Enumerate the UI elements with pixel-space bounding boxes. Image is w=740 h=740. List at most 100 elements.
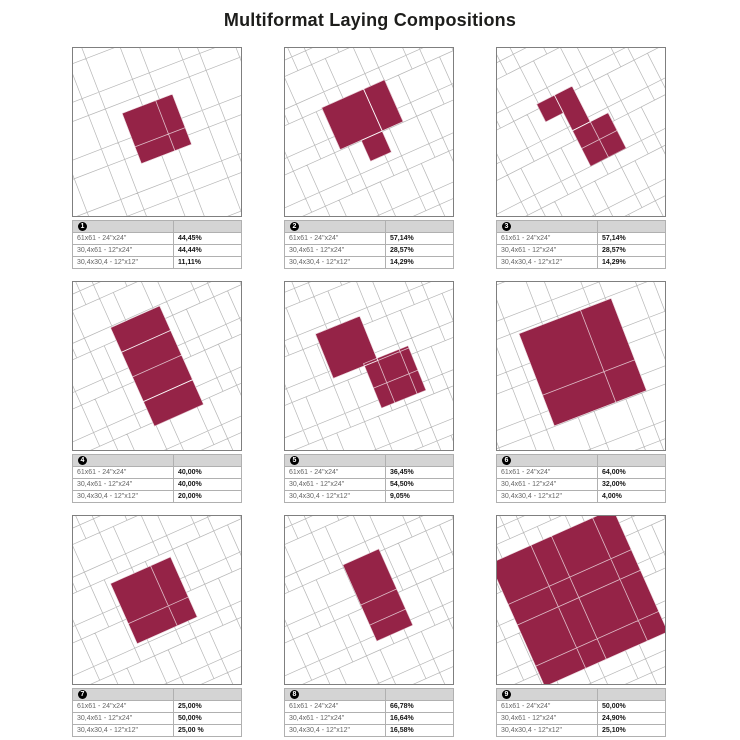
percentage-value: 40,00% [173, 478, 242, 491]
percentage-value: 4,00% [597, 490, 666, 503]
composition-table: 9 61x61 - 24"x24" 50,00% 30,4x61 - 12"x2… [496, 688, 666, 737]
composition-number-badge: 7 [78, 689, 87, 699]
size-label: 30,4x61 - 12"x24" [496, 478, 598, 491]
size-label: 30,4x61 - 12"x24" [72, 244, 174, 257]
size-label: 30,4x61 - 12"x24" [496, 712, 598, 725]
size-label: 61x61 - 24"x24" [284, 700, 386, 713]
percentage-value: 28,57% [385, 244, 454, 257]
size-label: 30,4x61 - 12"x24" [284, 244, 386, 257]
composition-panel: 2 61x61 - 24"x24" 57,14% 30,4x61 - 12"x2… [284, 47, 454, 269]
highlighted-module [315, 316, 427, 409]
percentage-value: 16,64% [385, 712, 454, 725]
size-label: 61x61 - 24"x24" [496, 232, 598, 245]
composition-table: 2 61x61 - 24"x24" 57,14% 30,4x61 - 12"x2… [284, 220, 454, 269]
compositions-grid: 1 61x61 - 24"x24" 44,45% 30,4x61 - 12"x2… [72, 47, 666, 737]
size-label: 30,4x30,4 - 12"x12" [496, 724, 598, 737]
composition-table: 6 61x61 - 24"x24" 64,00% 30,4x61 - 12"x2… [496, 454, 666, 503]
tile-pattern-diagram [284, 281, 454, 451]
size-label: 30,4x30,4 - 12"x12" [496, 490, 598, 503]
composition-table: 4 61x61 - 24"x24" 40,00% 30,4x61 - 12"x2… [72, 454, 242, 503]
percentage-value: 32,00% [597, 478, 666, 491]
percentage-value: 11,11% [173, 256, 242, 269]
percentage-value: 64,00% [597, 466, 666, 479]
composition-panel: 9 61x61 - 24"x24" 50,00% 30,4x61 - 12"x2… [496, 515, 666, 737]
percentage-value: 57,14% [597, 232, 666, 245]
table-header-row: 2 [284, 220, 454, 233]
table-row: 30,4x30,4 - 12"x12" 25,10% [496, 724, 666, 737]
table-row: 30,4x61 - 12"x24" 54,50% [284, 478, 454, 491]
tile-pattern-diagram [72, 281, 242, 451]
table-row: 30,4x61 - 12"x24" 40,00% [72, 478, 242, 491]
diagram-border [72, 281, 242, 451]
size-label: 30,4x61 - 12"x24" [72, 712, 174, 725]
size-label: 61x61 - 24"x24" [72, 700, 174, 713]
table-header-row: 1 [72, 220, 242, 233]
size-label: 30,4x30,4 - 12"x12" [284, 724, 386, 737]
composition-number-badge: 3 [502, 221, 511, 231]
percentage-value: 14,29% [385, 256, 454, 269]
composition-number-badge: 9 [502, 689, 511, 699]
size-label: 30,4x30,4 - 12"x12" [284, 256, 386, 269]
table-header-row: 7 [72, 688, 242, 701]
table-row: 61x61 - 24"x24" 66,78% [284, 700, 454, 713]
diagram-border [284, 47, 454, 217]
table-row: 61x61 - 24"x24" 64,00% [496, 466, 666, 479]
table-header-row: 5 [284, 454, 454, 467]
composition-number-badge: 2 [290, 221, 299, 231]
composition-table: 5 61x61 - 24"x24" 36,45% 30,4x61 - 12"x2… [284, 454, 454, 503]
percentage-value: 44,45% [173, 232, 242, 245]
composition-panel: 7 61x61 - 24"x24" 25,00% 30,4x61 - 12"x2… [72, 515, 242, 737]
table-row: 30,4x30,4 - 12"x12" 14,29% [284, 256, 454, 269]
table-row: 30,4x30,4 - 12"x12" 11,11% [72, 256, 242, 269]
composition-table: 3 61x61 - 24"x24" 57,14% 30,4x61 - 12"x2… [496, 220, 666, 269]
percentage-value: 57,14% [385, 232, 454, 245]
tile-pattern-diagram [72, 515, 242, 685]
size-label: 30,4x61 - 12"x24" [284, 712, 386, 725]
table-row: 30,4x30,4 - 12"x12" 9,05% [284, 490, 454, 503]
table-row: 30,4x61 - 12"x24" 16,64% [284, 712, 454, 725]
tile-pattern-diagram [72, 47, 242, 217]
table-row: 61x61 - 24"x24" 36,45% [284, 466, 454, 479]
table-row: 30,4x61 - 12"x24" 44,44% [72, 244, 242, 257]
percentage-value: 28,57% [597, 244, 666, 257]
percentage-value: 25,00% [173, 700, 242, 713]
table-row: 30,4x61 - 12"x24" 28,57% [496, 244, 666, 257]
percentage-value: 40,00% [173, 466, 242, 479]
table-row: 30,4x30,4 - 12"x12" 25,00 % [72, 724, 242, 737]
highlighted-module [110, 305, 204, 427]
size-label: 61x61 - 24"x24" [72, 232, 174, 245]
table-row: 30,4x61 - 12"x24" 24,90% [496, 712, 666, 725]
highlighted-module [321, 79, 404, 162]
percentage-value: 20,00% [173, 490, 242, 503]
table-row: 30,4x30,4 - 12"x12" 20,00% [72, 490, 242, 503]
page-title: Multiformat Laying Compositions [223, 10, 517, 30]
tile-pattern-diagram [496, 281, 666, 451]
table-row: 30,4x30,4 - 12"x12" 16,58% [284, 724, 454, 737]
table-header-row: 6 [496, 454, 666, 467]
percentage-value: 50,00% [173, 712, 242, 725]
table-row: 61x61 - 24"x24" 25,00% [72, 700, 242, 713]
composition-table: 7 61x61 - 24"x24" 25,00% 30,4x61 - 12"x2… [72, 688, 242, 737]
composition-number-badge: 4 [78, 455, 87, 465]
percentage-value: 50,00% [597, 700, 666, 713]
size-label: 30,4x61 - 12"x24" [284, 478, 386, 491]
tile-pattern-diagram [284, 515, 454, 685]
diagram-border [72, 47, 242, 217]
percentage-value: 36,45% [385, 466, 454, 479]
composition-panel: 4 61x61 - 24"x24" 40,00% 30,4x61 - 12"x2… [72, 281, 242, 503]
diagram-border [496, 281, 666, 451]
table-header-row: 9 [496, 688, 666, 701]
composition-panel: 1 61x61 - 24"x24" 44,45% 30,4x61 - 12"x2… [72, 47, 242, 269]
percentage-value: 54,50% [385, 478, 454, 491]
size-label: 30,4x61 - 12"x24" [496, 244, 598, 257]
size-label: 61x61 - 24"x24" [284, 232, 386, 245]
composition-table: 1 61x61 - 24"x24" 44,45% 30,4x61 - 12"x2… [72, 220, 242, 269]
table-header-row: 8 [284, 688, 454, 701]
tile-pattern-diagram [284, 47, 454, 217]
composition-number-badge: 6 [502, 455, 511, 465]
table-row: 61x61 - 24"x24" 57,14% [284, 232, 454, 245]
table-header-row: 3 [496, 220, 666, 233]
table-row: 30,4x61 - 12"x24" 28,57% [284, 244, 454, 257]
diagram-border [496, 515, 666, 685]
composition-number-badge: 5 [290, 455, 299, 465]
